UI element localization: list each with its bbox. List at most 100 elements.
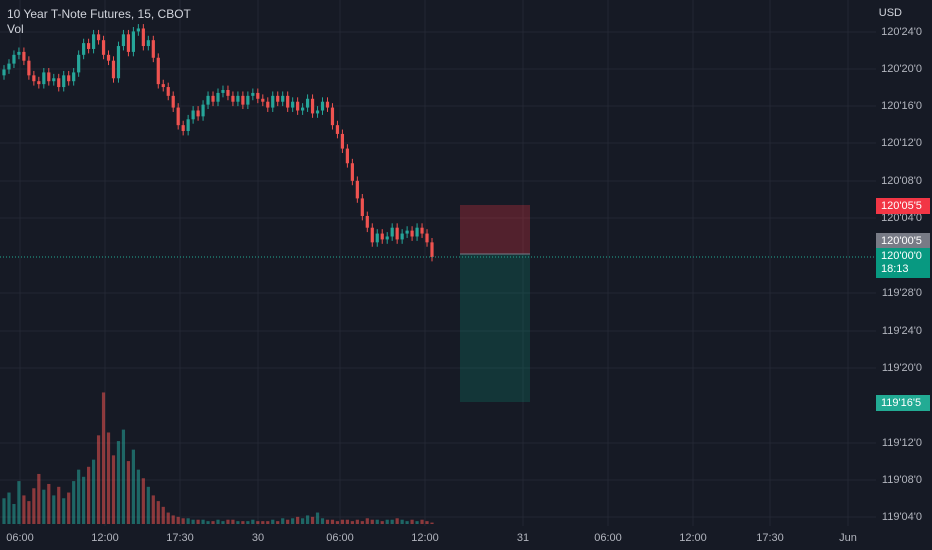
volume-bar bbox=[52, 495, 56, 524]
candle-body bbox=[27, 60, 31, 76]
time-tick-label: 06:00 bbox=[326, 532, 354, 544]
candle-body bbox=[211, 95, 215, 102]
volume-bar bbox=[211, 521, 215, 524]
candle-body bbox=[305, 98, 310, 108]
volume-label[interactable]: Vol bbox=[7, 22, 24, 36]
candle-body bbox=[425, 233, 429, 243]
volume-bar bbox=[320, 518, 325, 524]
candle-body bbox=[370, 227, 374, 243]
candle-body bbox=[121, 34, 126, 47]
volume-bar bbox=[12, 503, 16, 524]
bar-countdown: 18:13 bbox=[881, 263, 909, 275]
candle-body bbox=[241, 95, 245, 105]
volume-bar bbox=[370, 519, 374, 524]
volume-bar bbox=[345, 519, 349, 524]
candle-body bbox=[315, 110, 320, 114]
volume-bar bbox=[390, 519, 394, 524]
candle-body bbox=[246, 95, 250, 105]
volume-bar bbox=[315, 512, 320, 524]
volume-bar bbox=[17, 481, 21, 524]
volume-bar bbox=[400, 519, 404, 524]
candle-body bbox=[320, 101, 325, 111]
price-tick-label: 120'16'0 bbox=[881, 100, 922, 112]
volume-bar bbox=[380, 521, 384, 524]
volume-bar bbox=[47, 483, 51, 524]
candle-body bbox=[355, 180, 359, 199]
volume-bar bbox=[42, 489, 46, 524]
stop-loss-zone[interactable] bbox=[460, 205, 530, 254]
volume-bar bbox=[335, 521, 340, 524]
volume-bar bbox=[32, 488, 36, 524]
volume-bar bbox=[72, 481, 76, 524]
price-tick-label: 120'08'0 bbox=[881, 175, 922, 187]
currency-label[interactable]: USD bbox=[878, 7, 902, 19]
volume-bar bbox=[176, 516, 180, 524]
volume-bar bbox=[2, 498, 6, 524]
candle-body bbox=[96, 34, 101, 41]
candle-body bbox=[276, 95, 280, 102]
candle-body bbox=[415, 227, 419, 237]
candle-body bbox=[67, 75, 71, 82]
target-price-badge: 119'16'5 bbox=[876, 395, 930, 411]
candle-body bbox=[72, 72, 76, 82]
volume-bar bbox=[340, 519, 345, 524]
time-tick-label: Jun bbox=[839, 532, 857, 544]
volume-bar bbox=[301, 518, 305, 524]
volume-bar bbox=[350, 521, 354, 524]
volume-bar bbox=[241, 521, 245, 524]
price-tick-label: 119'12'0 bbox=[881, 437, 922, 449]
volume-bar bbox=[121, 429, 126, 524]
volume-bar bbox=[111, 455, 116, 524]
symbol-title[interactable]: 10 Year T-Note Futures, 15, CBOT bbox=[7, 7, 191, 21]
candle-body bbox=[310, 98, 315, 114]
candle-body bbox=[271, 95, 275, 108]
time-tick-label: 17:30 bbox=[166, 532, 194, 544]
candle-body bbox=[350, 163, 354, 181]
candle-body bbox=[136, 28, 140, 32]
time-tick-label: 17:30 bbox=[756, 532, 784, 544]
volume-bar bbox=[365, 518, 369, 524]
candle-body bbox=[380, 233, 384, 240]
volume-bar bbox=[236, 521, 240, 524]
price-tick-label: 119'20'0 bbox=[881, 362, 922, 374]
candle-body bbox=[221, 89, 225, 93]
volume-bar bbox=[305, 515, 310, 524]
volume-bar bbox=[251, 519, 255, 524]
candle-body bbox=[256, 92, 260, 99]
chart-legend: 10 Year T-Note Futures, 15, CBOT Vol bbox=[7, 7, 191, 37]
candle-body bbox=[385, 236, 389, 240]
volume-bar bbox=[57, 486, 61, 524]
candle-body bbox=[12, 54, 16, 64]
volume-bar bbox=[161, 506, 165, 524]
candle-body bbox=[57, 78, 61, 88]
candle-body bbox=[52, 78, 56, 82]
volume-bar bbox=[425, 521, 429, 524]
candle-body bbox=[82, 43, 86, 55]
candle-body bbox=[236, 95, 240, 102]
volume-bar bbox=[206, 521, 210, 524]
short-position-tool[interactable] bbox=[460, 205, 530, 402]
take-profit-zone[interactable] bbox=[460, 254, 530, 402]
volume-bar bbox=[191, 519, 195, 524]
candle-body bbox=[360, 198, 364, 216]
volume-bar bbox=[27, 501, 31, 524]
volume-bar bbox=[216, 519, 220, 524]
volume-bar bbox=[281, 518, 285, 524]
time-tick-label: 06:00 bbox=[594, 532, 622, 544]
candle-body bbox=[340, 133, 345, 149]
time-tick-label: 06:00 bbox=[6, 532, 34, 544]
grid bbox=[0, 0, 876, 526]
volume-bar bbox=[355, 519, 359, 524]
candle-body bbox=[7, 63, 11, 70]
volume-bar bbox=[420, 519, 424, 524]
volume-bar bbox=[126, 461, 131, 524]
volume-bar bbox=[136, 469, 140, 524]
candle-body bbox=[266, 101, 270, 108]
volume-bar bbox=[296, 516, 300, 524]
volume-bar bbox=[106, 432, 111, 524]
volume-bar bbox=[151, 495, 155, 524]
volume-bar bbox=[221, 521, 225, 524]
volume-bar bbox=[96, 435, 101, 524]
price-tick-label: 120'04'0 bbox=[881, 212, 922, 224]
